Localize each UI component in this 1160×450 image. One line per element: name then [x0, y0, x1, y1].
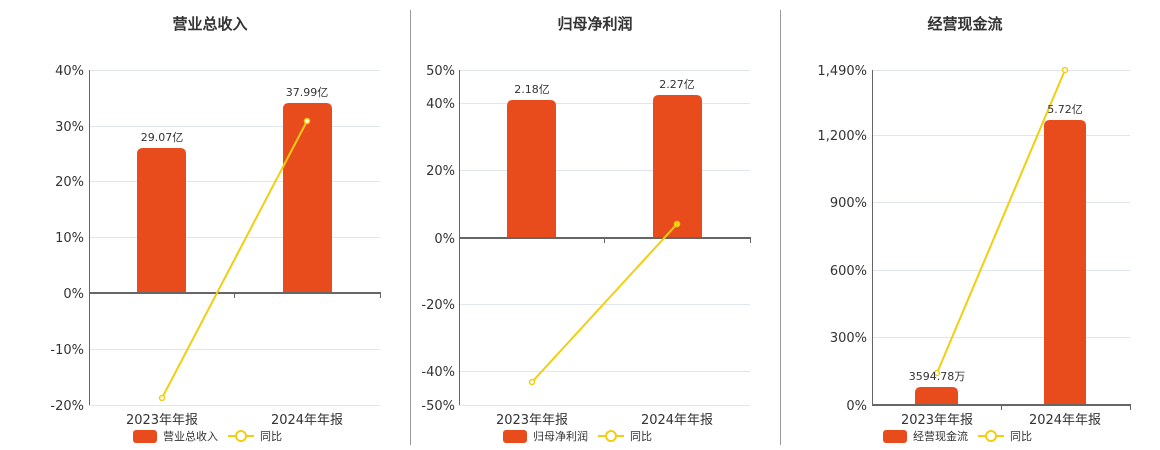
legend-bar-label: 归母净利润: [533, 430, 588, 443]
chart-legend[interactable]: 归母净利润 同比: [503, 428, 652, 444]
bar-2024: [283, 103, 332, 293]
chart-panel-revenue: 营业总收入 40% 30% 20% 10% 0% -10% -20% 29.: [0, 0, 410, 450]
svg-text:30%: 30%: [55, 120, 84, 135]
svg-text:50%: 50%: [426, 64, 455, 79]
svg-text:37.99亿: 37.99亿: [286, 86, 329, 99]
svg-text:3594.78万: 3594.78万: [909, 370, 966, 383]
svg-text:5.72亿: 5.72亿: [1047, 103, 1083, 116]
legend-bar-swatch: [503, 429, 527, 443]
svg-text:29.07亿: 29.07亿: [141, 131, 184, 144]
yoy-line: [161, 120, 308, 399]
yoy-line: [531, 223, 678, 383]
legend-line-label: 同比: [1010, 430, 1032, 443]
legend-bar-swatch: [883, 429, 907, 443]
svg-text:-20%: -20%: [421, 298, 455, 313]
svg-text:2024年年报: 2024年年报: [1029, 413, 1101, 428]
svg-text:600%: 600%: [830, 264, 867, 279]
legend-bar-label: 经营现金流: [913, 430, 968, 443]
svg-text:2023年年报: 2023年年报: [901, 413, 973, 428]
chart-legend[interactable]: 经营现金流 同比: [883, 428, 1032, 444]
svg-text:1,490%: 1,490%: [817, 64, 867, 79]
chart-title: 经营现金流: [927, 15, 1003, 33]
divider: [410, 10, 411, 445]
chart-title: 营业总收入: [172, 15, 248, 33]
chart-title: 归母净利润: [557, 15, 633, 33]
bar-2023: [137, 148, 186, 293]
svg-text:-50%: -50%: [421, 399, 455, 414]
chart-legend[interactable]: 营业总收入 同比: [133, 428, 282, 444]
divider: [780, 10, 781, 445]
bar-2023: [915, 387, 958, 405]
svg-text:2023年年报: 2023年年报: [496, 413, 568, 428]
bar-2024: [1044, 120, 1086, 405]
svg-text:-10%: -10%: [50, 343, 84, 358]
svg-text:0%: 0%: [846, 399, 867, 414]
svg-text:10%: 10%: [55, 231, 84, 246]
svg-text:1,200%: 1,200%: [817, 129, 867, 144]
svg-text:900%: 900%: [830, 196, 867, 211]
svg-text:20%: 20%: [55, 175, 84, 190]
legend-line-label: 同比: [630, 430, 652, 443]
svg-text:-20%: -20%: [50, 399, 84, 414]
svg-text:40%: 40%: [426, 97, 455, 112]
legend-bar-label: 营业总收入: [163, 430, 218, 443]
svg-text:40%: 40%: [55, 64, 84, 79]
svg-text:0%: 0%: [63, 287, 84, 302]
legend-line-icon: [978, 430, 1004, 442]
legend-line-label: 同比: [260, 430, 282, 443]
svg-text:2.18亿: 2.18亿: [514, 83, 550, 96]
legend-line-icon: [598, 430, 624, 442]
chart-plot: 50% 40% 20% 0% -20% -40% -50% 2.18亿 2.27…: [421, 64, 751, 428]
legend-line-icon: [228, 430, 254, 442]
bar-2024: [653, 95, 702, 238]
svg-text:2024年年报: 2024年年报: [271, 413, 343, 428]
svg-text:300%: 300%: [830, 331, 867, 346]
svg-text:20%: 20%: [426, 164, 455, 179]
chart-panel-net-profit: 归母净利润 50% 40% 20% 0% -20% -40% -50% 2.18…: [421, 15, 751, 444]
svg-text:0%: 0%: [434, 232, 455, 247]
yoy-line: [936, 69, 1066, 374]
svg-text:-40%: -40%: [421, 365, 455, 380]
bar-2023: [507, 100, 556, 238]
svg-text:2023年年报: 2023年年报: [126, 413, 198, 428]
chart-plot: 40% 30% 20% 10% 0% -10% -20% 29.07亿 37.9…: [50, 64, 381, 428]
legend-bar-swatch: [133, 429, 157, 443]
svg-text:2.27亿: 2.27亿: [659, 78, 695, 91]
svg-text:2024年年报: 2024年年报: [641, 413, 713, 428]
